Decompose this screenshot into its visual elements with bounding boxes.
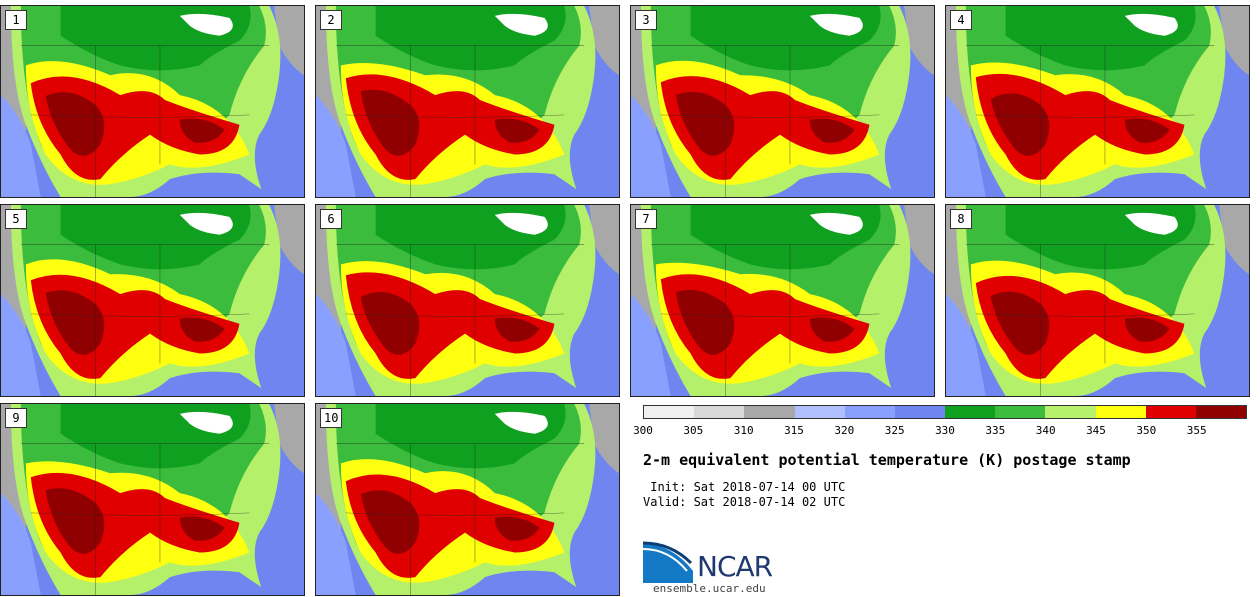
colorbar-tick-label: 350 (1136, 424, 1157, 437)
colorbar-tick-label: 335 (985, 424, 1006, 437)
colorbar-swatch (1195, 406, 1247, 418)
colorbar (643, 405, 1247, 419)
stamp-number-label: 7 (635, 209, 657, 229)
colorbar-tick-label: 325 (884, 424, 905, 437)
colorbar-tick-label: 320 (834, 424, 855, 437)
stamp-number-label: 9 (5, 408, 27, 428)
postage-stamp-map: 8 (945, 204, 1250, 397)
colorbar-swatch (995, 406, 1046, 418)
colorbar-swatch (945, 406, 996, 418)
colorbar-tick-label: 355 (1186, 424, 1207, 437)
colorbar-tick-label: 310 (733, 424, 754, 437)
stamp-number-label: 1 (5, 10, 27, 30)
colorbar-tick-label: 345 (1086, 424, 1106, 437)
stamp-number-label: 2 (320, 10, 342, 30)
stamp-number-label: 4 (950, 10, 972, 30)
stamp-number-label: 3 (635, 10, 657, 30)
site-url[interactable]: ensemble.ucar.edu (653, 582, 766, 595)
postage-stamp-map: 2 (315, 5, 620, 198)
postage-stamp-map: 10 (315, 403, 620, 596)
colorbar-swatch (694, 406, 745, 418)
colorbar-swatch (844, 406, 895, 418)
postage-stamp-map: 6 (315, 204, 620, 397)
postage-stamp-map: 4 (945, 5, 1250, 198)
colorbar-tick-label: 300 (633, 424, 653, 437)
ncar-logo-icon (643, 541, 693, 583)
stamp-number-label: 8 (950, 209, 972, 229)
colorbar-swatch (894, 406, 946, 418)
postage-stamp-map: 9 (0, 403, 305, 596)
colorbar-swatch (794, 406, 845, 418)
valid-time: Valid: Sat 2018-07-14 02 UTC (643, 495, 846, 509)
postage-stamp-map: 1 (0, 5, 305, 198)
colorbar-swatch (1045, 406, 1096, 418)
colorbar-tick-label: 330 (935, 424, 955, 437)
colorbar-swatch (744, 406, 795, 418)
stamp-number-label: 5 (5, 209, 27, 229)
colorbar-tick-label: 315 (784, 424, 804, 437)
ncar-logo-text: NCAR (697, 550, 773, 583)
stamp-number-label: 10 (320, 408, 343, 428)
colorbar-tick-label: 305 (683, 424, 704, 437)
stamp-number-label: 6 (320, 209, 342, 229)
postage-stamp-map: 3 (630, 5, 935, 198)
colorbar-swatch (1145, 406, 1196, 418)
init-time: Init: Sat 2018-07-14 00 UTC (643, 480, 846, 494)
colorbar-tick-label: 340 (1035, 424, 1056, 437)
postage-stamp-map: 7 (630, 204, 935, 397)
colorbar-swatch (644, 406, 695, 418)
plot-title: 2-m equivalent potential temperature (K)… (643, 451, 1131, 469)
colorbar-swatch (1095, 406, 1146, 418)
postage-stamp-map: 5 (0, 204, 305, 397)
